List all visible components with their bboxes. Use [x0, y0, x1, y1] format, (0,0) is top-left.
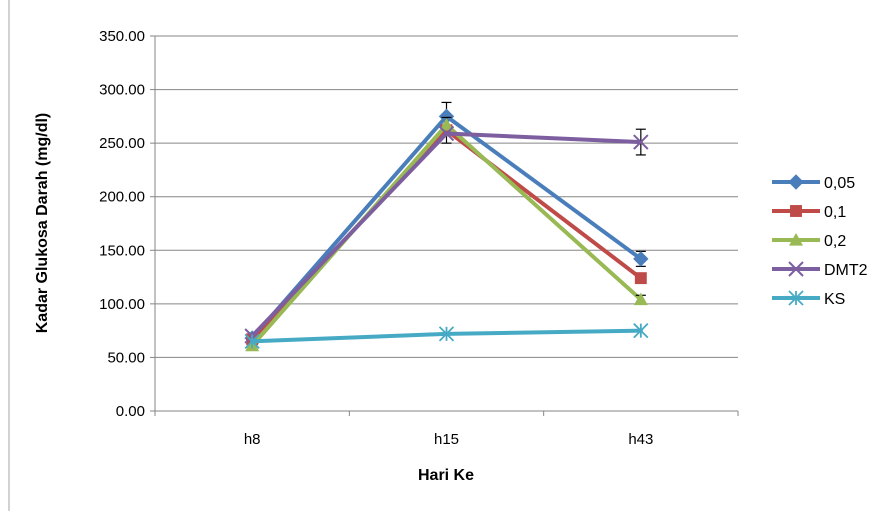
series-line [250, 128, 643, 342]
y-tick-label: 100.00 [99, 296, 145, 313]
x-tick-label: h15 [434, 431, 459, 448]
x-tick-labels: h8 h15 h43 [244, 431, 654, 448]
legend-item[interactable]: DMT2 [772, 261, 868, 279]
legend-label: KS [824, 291, 845, 308]
legend-label: 0,2 [824, 233, 846, 250]
data-point-star [788, 290, 804, 306]
y-tick-label: 50.00 [107, 349, 145, 366]
x-tick-label: h8 [244, 431, 261, 448]
legend[interactable]: 0,05 0,1 0,2 DMT2 KS [772, 174, 868, 308]
legend-item[interactable]: 0,05 [772, 174, 855, 192]
data-point-x [788, 261, 804, 277]
legend-item[interactable]: 0,1 [772, 204, 846, 221]
data-point-square [790, 205, 802, 217]
axes [154, 36, 738, 412]
data-point-square [634, 272, 647, 285]
y-tick-label: 150.00 [99, 242, 145, 259]
data-point-triangle [439, 117, 454, 131]
data-point-star [438, 326, 455, 342]
data-point-star [244, 333, 260, 349]
series-ks [244, 323, 649, 349]
data-point-diamond [633, 251, 649, 267]
gridlines [150, 35, 739, 416]
series-line [250, 114, 643, 341]
data-point-diamond [788, 174, 804, 190]
data-point-star [633, 323, 649, 339]
data-point-x [633, 134, 649, 150]
x-tick-label: h43 [628, 431, 653, 448]
series-0-1 [246, 116, 647, 346]
legend-label: DMT2 [824, 262, 868, 279]
y-tick-label: 250.00 [99, 135, 145, 152]
series-dmt2 [244, 125, 649, 344]
legend-label: 0,1 [824, 204, 846, 221]
legend-item[interactable]: KS [772, 290, 845, 308]
y-tick-label: 200.00 [99, 189, 145, 206]
y-tick-labels: 0.00 50.00 100.00 150.00 200.00 250.00 300.00 3… [99, 28, 145, 420]
data-point-triangle [789, 233, 803, 246]
y-axis-title: Kadar Glukosa Darah (mg/dl) [34, 113, 51, 334]
data-point-triangle [633, 292, 648, 306]
series-0-2 [245, 117, 648, 352]
data-point-x [438, 125, 455, 142]
y-tick-label: 300.00 [99, 82, 145, 99]
series-layer [244, 101, 649, 352]
legend-label: 0,05 [824, 175, 855, 192]
x-axis-title: Hari Ke [418, 467, 474, 484]
y-tick-label: 350.00 [99, 28, 145, 45]
legend-item[interactable]: 0,2 [772, 233, 846, 250]
y-tick-label: 0.00 [116, 403, 145, 420]
